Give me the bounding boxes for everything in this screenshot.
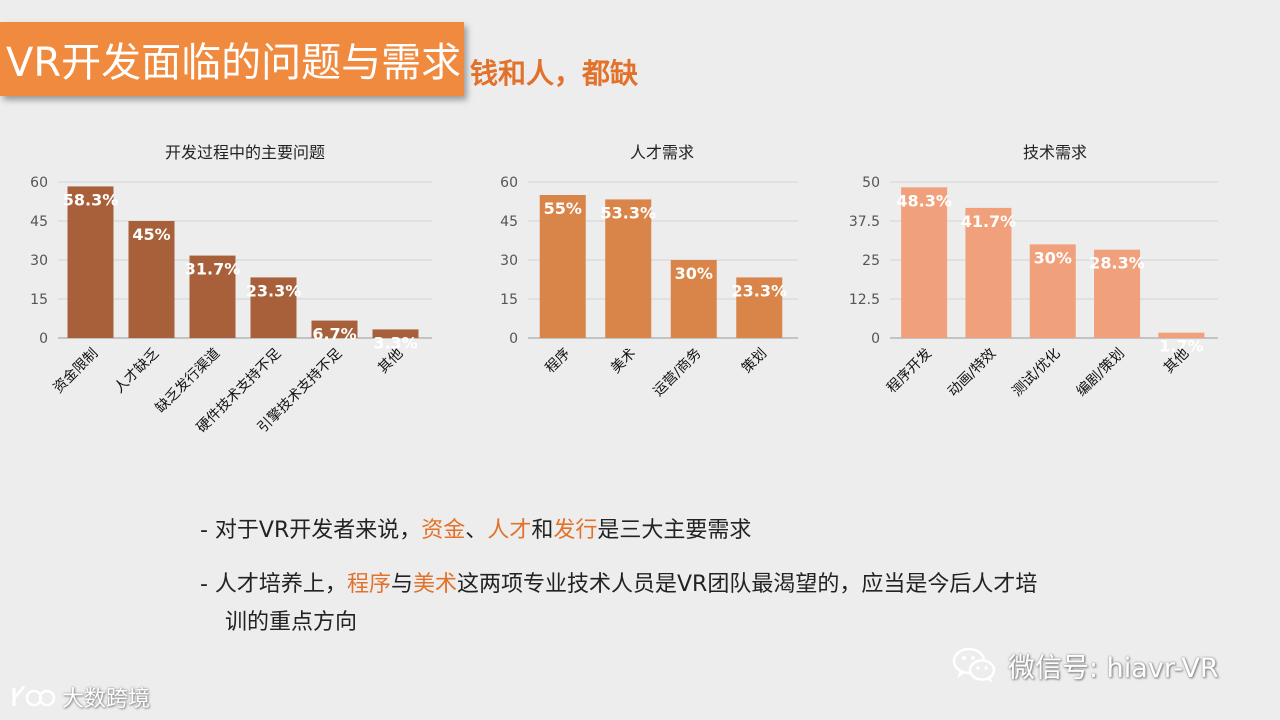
bar (605, 199, 652, 338)
note-text: 与 (390, 572, 413, 597)
bar (539, 195, 586, 338)
y-tick-label: 0 (509, 331, 518, 347)
y-tick-label: 60 (30, 175, 48, 191)
data-label: 6.7% (312, 325, 356, 344)
bar (372, 329, 419, 338)
note-text-continued: 训的重点方向 (225, 610, 358, 635)
data-label: 28.3% (1089, 254, 1145, 273)
category-label: 程序开发 (884, 346, 935, 397)
y-tick-label: 0 (39, 331, 48, 347)
category-label: 编剧/策划 (1073, 345, 1128, 400)
bar (128, 221, 175, 338)
y-tick-label: 15 (30, 292, 48, 308)
bar (1094, 249, 1141, 338)
note-text: - 人才培养上， (200, 572, 347, 597)
brand-watermark: 大数跨境 (10, 680, 150, 714)
y-tick-label: 30 (30, 253, 48, 269)
bar (67, 186, 114, 338)
y-tick-label: 15 (500, 292, 518, 308)
charts-area: 开发过程中的主要问题 0 15 30 45 60 58.3% 资金限制 45% 人才缺乏 31.7%… (30, 143, 1218, 436)
category-label: 程序 (542, 346, 573, 377)
note-text: 这两项专业技术人员是VR团队最渴望的，应当是今后人才培 (456, 572, 1038, 597)
data-label: 41.7% (961, 212, 1017, 231)
bar (670, 260, 717, 338)
y-tick-label: 37.5 (849, 214, 880, 230)
data-label: 48.3% (896, 191, 952, 210)
category-label: 测试/优化 (1009, 346, 1063, 400)
y-tick-label: 50 (862, 175, 880, 191)
title-banner: VR开发面临的问题与需求 (0, 22, 464, 96)
bar (736, 277, 783, 338)
bar (965, 207, 1012, 338)
y-tick-label: 30 (500, 253, 518, 269)
data-label: 55% (544, 199, 582, 218)
note-highlight: 发行 (553, 518, 598, 543)
chart-title: 人才需求 (630, 143, 694, 162)
note-highlight: 资金 (421, 518, 466, 543)
category-label: 人才缺乏 (111, 346, 162, 397)
data-label: 31.7% (185, 260, 241, 279)
data-label: 23.3% (246, 281, 302, 300)
page-subtitle: 钱和人，都缺 (470, 57, 639, 90)
note-line-1: - 对于VR开发者来说，资金、人才和发行是三大主要需求 (200, 512, 1037, 550)
y-tick-label: 12.5 (849, 292, 880, 308)
category-label: 资金限制 (50, 346, 101, 397)
data-label: 30% (1034, 248, 1072, 267)
brand-name: 大数跨境 (62, 687, 151, 712)
data-label: 23.3% (731, 281, 787, 300)
y-tick-label: 25 (862, 253, 880, 269)
category-label: 动画/特效 (945, 346, 999, 400)
note-text: - 对于VR开发者来说， (200, 518, 422, 543)
category-label: 美术 (608, 346, 639, 377)
brand-logo-icon (12, 685, 56, 707)
notes: - 对于VR开发者来说，资金、人才和发行是三大主要需求 - 人才培养上，程序与美… (200, 512, 1037, 658)
page-title: VR开发面临的问题与需求 (6, 40, 462, 86)
note-line-2: - 人才培养上，程序与美术这两项专业技术人员是VR团队最渴望的，应当是今后人才培… (200, 566, 1037, 642)
y-tick-label: 45 (500, 214, 518, 230)
wechat-watermark: 微信号: hiavr-VR (952, 640, 1219, 690)
note-highlight: 人才 (487, 518, 532, 543)
note-text: 、 (465, 518, 488, 543)
bar (901, 187, 948, 338)
y-tick-label: 0 (871, 331, 880, 347)
bar (311, 320, 358, 338)
chart-title: 开发过程中的主要问题 (165, 143, 325, 162)
note-highlight: 美术 (412, 572, 457, 597)
bar (189, 255, 236, 338)
bar (1158, 332, 1205, 338)
bar (250, 277, 297, 338)
data-label: 53.3% (600, 203, 656, 222)
category-label: 运营/商务 (650, 346, 704, 400)
note-highlight: 程序 (346, 572, 391, 597)
data-label: 58.3% (63, 190, 119, 209)
data-label: 30% (675, 264, 713, 283)
category-label: 策划 (738, 345, 770, 377)
data-label: 45% (132, 225, 170, 244)
note-text: 和 (531, 518, 554, 543)
bar (1029, 244, 1076, 338)
data-label: 3.3% (373, 333, 417, 352)
wechat-icon (952, 647, 996, 683)
data-label: 1.7% (1159, 337, 1203, 356)
chart-title: 技术需求 (1023, 143, 1087, 162)
y-tick-label: 45 (30, 214, 48, 230)
wechat-id: 微信号: hiavr-VR (1008, 652, 1219, 684)
y-tick-label: 60 (500, 175, 518, 191)
note-text: 是三大主要需求 (597, 518, 752, 543)
